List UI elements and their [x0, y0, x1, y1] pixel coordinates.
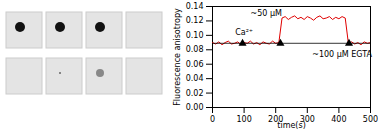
svg-text:0.04: 0.04: [186, 74, 204, 83]
svg-text:100: 100: [236, 115, 251, 124]
svg-text:0.12: 0.12: [186, 16, 204, 25]
svg-text:0: 0: [210, 115, 215, 124]
svg-text:0.08: 0.08: [186, 45, 204, 54]
svg-text:300: 300: [299, 115, 315, 125]
svg-text:~100 μM EGTA: ~100 μM EGTA: [312, 50, 372, 59]
svg-text:Ca²⁺: Ca²⁺: [235, 28, 253, 37]
svg-text:400: 400: [331, 115, 346, 124]
svg-text:0.14: 0.14: [186, 2, 204, 11]
svg-text:Fluorescence anisotropy: Fluorescence anisotropy: [173, 8, 182, 106]
svg-text:~50 μM: ~50 μM: [251, 9, 283, 18]
svg-text:time(s): time(s): [277, 121, 305, 130]
svg-text:500: 500: [363, 115, 378, 124]
svg-text:200: 200: [268, 115, 284, 125]
svg-text:0.06: 0.06: [186, 60, 204, 69]
svg-text:0.10: 0.10: [186, 31, 204, 40]
svg-text:0.02: 0.02: [186, 89, 204, 98]
svg-text:0.00: 0.00: [186, 103, 204, 112]
